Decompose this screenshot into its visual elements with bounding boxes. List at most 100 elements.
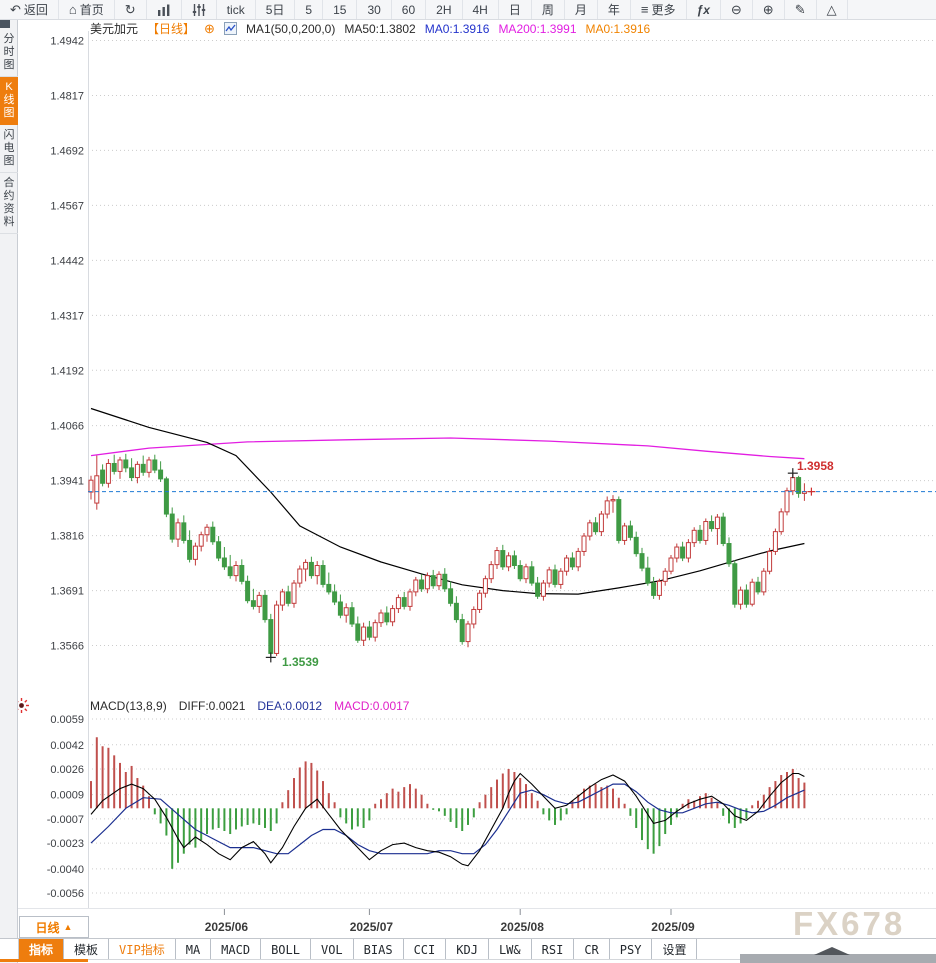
candle[interactable] xyxy=(709,521,715,530)
candle[interactable] xyxy=(448,588,454,604)
tab-psy[interactable]: PSY xyxy=(610,939,653,960)
candle[interactable] xyxy=(703,521,709,541)
candle[interactable] xyxy=(105,462,111,484)
candle[interactable] xyxy=(535,582,541,597)
candle[interactable] xyxy=(210,526,216,543)
candle[interactable] xyxy=(680,546,686,559)
candle[interactable] xyxy=(152,459,158,471)
more-button[interactable]: ≡ 更多 xyxy=(631,0,687,19)
candle[interactable] xyxy=(697,529,703,541)
candle[interactable] xyxy=(616,499,622,541)
tab-boll[interactable]: BOLL xyxy=(261,939,311,960)
tab-macd[interactable]: MACD xyxy=(211,939,262,960)
candle[interactable] xyxy=(790,477,796,492)
candle[interactable] xyxy=(784,490,790,513)
candle[interactable] xyxy=(274,604,280,654)
tab-vip-indicators[interactable]: VIP指标 xyxy=(109,939,176,960)
candle[interactable] xyxy=(419,579,425,590)
tab-bias[interactable]: BIAS xyxy=(354,939,404,960)
candle[interactable] xyxy=(436,573,442,587)
period-30-button[interactable]: 30 xyxy=(357,0,392,19)
candle[interactable] xyxy=(587,522,593,537)
indicator-fx-button[interactable]: ƒx xyxy=(687,0,721,19)
candle[interactable] xyxy=(714,516,720,530)
candle[interactable] xyxy=(111,462,117,472)
candle[interactable] xyxy=(593,522,599,533)
period-tick-button[interactable]: tick xyxy=(217,0,256,19)
candle[interactable] xyxy=(349,607,355,625)
tab-templates[interactable]: 模板 xyxy=(64,939,110,960)
candle[interactable] xyxy=(187,539,193,560)
candle[interactable] xyxy=(256,594,262,607)
candle[interactable] xyxy=(129,467,135,479)
back-button[interactable]: ↶ 返回 xyxy=(0,0,59,19)
candle[interactable] xyxy=(743,589,749,605)
candle[interactable] xyxy=(668,557,674,572)
candle[interactable] xyxy=(506,555,512,568)
candle[interactable] xyxy=(245,580,251,602)
period-day-button[interactable]: 日 xyxy=(499,0,532,19)
period-15-button[interactable]: 15 xyxy=(323,0,358,19)
tab-lw[interactable]: LW& xyxy=(489,939,532,960)
period-month-button[interactable]: 月 xyxy=(565,0,598,19)
candle[interactable] xyxy=(407,591,413,607)
shapes-button[interactable]: △ xyxy=(817,0,848,19)
candle[interactable] xyxy=(192,545,198,560)
add-compare-icon[interactable]: ⊕ xyxy=(204,20,215,36)
zoom-in-button[interactable]: ⊕ xyxy=(753,0,785,19)
candle[interactable] xyxy=(488,564,494,580)
candle[interactable] xyxy=(163,478,169,515)
candle[interactable] xyxy=(308,561,314,577)
candle[interactable] xyxy=(651,582,657,596)
candle[interactable] xyxy=(494,550,500,566)
candle[interactable] xyxy=(134,463,140,479)
candle[interactable] xyxy=(674,546,680,559)
candle[interactable] xyxy=(233,565,239,577)
candle[interactable] xyxy=(564,557,570,572)
candle[interactable] xyxy=(303,561,309,570)
period-2h-button[interactable]: 2H xyxy=(426,0,463,19)
candle[interactable] xyxy=(227,566,233,577)
candle[interactable] xyxy=(424,575,430,590)
candle[interactable] xyxy=(216,541,222,559)
candle[interactable] xyxy=(390,608,396,623)
candle[interactable] xyxy=(633,536,639,555)
candle[interactable] xyxy=(320,565,326,585)
candle[interactable] xyxy=(314,565,320,577)
candle[interactable] xyxy=(656,580,662,596)
candle[interactable] xyxy=(326,583,332,593)
candle[interactable] xyxy=(291,582,297,604)
candle[interactable] xyxy=(685,542,691,559)
tab-cci[interactable]: CCI xyxy=(404,939,447,960)
candle[interactable] xyxy=(622,525,628,541)
candle[interactable] xyxy=(430,575,436,587)
candle[interactable] xyxy=(413,579,419,593)
candle[interactable] xyxy=(355,623,361,641)
zoom-out-button[interactable]: ⊖ xyxy=(721,0,753,19)
candle[interactable] xyxy=(146,459,152,473)
candle[interactable] xyxy=(575,550,581,568)
candle[interactable] xyxy=(384,612,390,623)
sidebar-item-contract-info[interactable]: 合约资料 xyxy=(0,173,18,234)
candle[interactable] xyxy=(239,565,245,582)
candle[interactable] xyxy=(581,535,587,552)
candle[interactable] xyxy=(517,565,523,580)
candle[interactable] xyxy=(94,475,100,504)
candle[interactable] xyxy=(88,479,94,493)
candle[interactable] xyxy=(123,459,129,469)
candle[interactable] xyxy=(181,522,187,541)
candle[interactable] xyxy=(343,607,349,616)
candle[interactable] xyxy=(796,477,802,494)
candle[interactable] xyxy=(337,601,343,616)
sidebar-item-lightning-chart[interactable]: 闪电图 xyxy=(0,125,18,173)
candle-style-button[interactable] xyxy=(182,0,217,19)
tab-vol[interactable]: VOL xyxy=(311,939,354,960)
period-selector-button[interactable]: 日线 ▲ xyxy=(19,916,89,938)
candle[interactable] xyxy=(598,513,604,533)
candle[interactable] xyxy=(453,602,459,621)
expand-arrow-icon[interactable] xyxy=(814,947,850,955)
candle[interactable] xyxy=(221,557,227,568)
candle[interactable] xyxy=(361,626,367,641)
candle[interactable] xyxy=(465,623,471,643)
